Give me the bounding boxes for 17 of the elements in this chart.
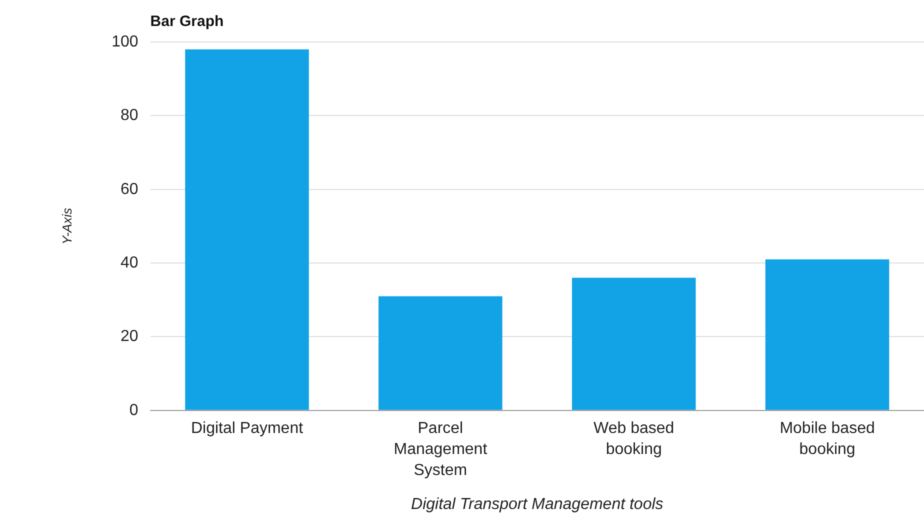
y-tick-label: 20 bbox=[120, 328, 138, 346]
bar bbox=[378, 296, 502, 410]
y-tick-label: 40 bbox=[120, 254, 138, 272]
chart-title: Bar Graph bbox=[150, 13, 224, 30]
x-tick-label: Digital Payment bbox=[190, 420, 304, 438]
y-tick-label: 80 bbox=[120, 107, 138, 124]
bar bbox=[572, 278, 696, 410]
y-tick-label: 100 bbox=[112, 33, 138, 50]
y-tick-label: 0 bbox=[129, 402, 138, 419]
x-tick-label: Parcel Management System bbox=[394, 420, 488, 479]
x-axis-title: Digital Transport Management tools bbox=[411, 496, 664, 513]
x-tick-label: Mobile based booking bbox=[780, 420, 875, 458]
bar bbox=[765, 259, 890, 410]
y-tick-label: 60 bbox=[120, 180, 138, 198]
y-axis-title: Y-Axis bbox=[59, 207, 74, 245]
bar bbox=[185, 49, 309, 410]
x-tick-label: Web based booking bbox=[594, 420, 674, 458]
